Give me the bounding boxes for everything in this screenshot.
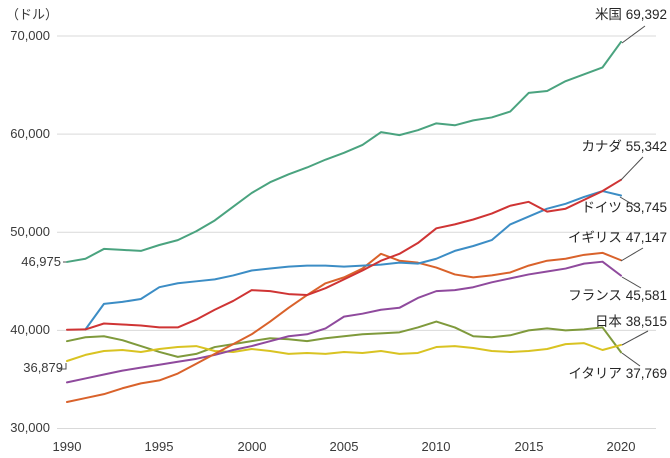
y-tick-60000: 60,000 <box>10 126 50 141</box>
label-leader-france <box>621 276 642 289</box>
x-tick-2010: 2010 <box>421 439 451 454</box>
y-axis-unit-label: （ドル） <box>6 7 59 22</box>
x-tick-1995: 1995 <box>144 439 174 454</box>
start-annotation-us: 46,975 <box>21 254 61 269</box>
series-name: ドイツ <box>581 200 622 215</box>
label-leader-uk <box>620 247 644 262</box>
series-end-value: 69,392 <box>625 7 667 22</box>
series-end-value: 37,769 <box>625 366 667 381</box>
series-end-value: 55,342 <box>625 139 667 154</box>
series-name: 米国 <box>594 7 622 22</box>
series-end-value: 38,515 <box>625 314 667 329</box>
line-canada <box>66 178 623 331</box>
line-germany <box>84 190 623 331</box>
label-leader-germany <box>619 196 638 208</box>
series-name: カナダ <box>581 139 622 154</box>
x-tick-2015: 2015 <box>514 439 544 454</box>
label-leader-japan <box>621 330 649 346</box>
label-leader-canada <box>620 156 644 181</box>
x-tick-2000: 2000 <box>237 439 267 454</box>
y-tick-50000: 50,000 <box>10 224 50 239</box>
series-name: 日本 <box>594 314 622 329</box>
line-us <box>66 40 623 263</box>
label-leader-us <box>621 25 646 44</box>
series-name: イタリア <box>568 366 622 381</box>
series-label-germany: ドイツ 53,745 <box>581 199 667 216</box>
x-tick-1990: 1990 <box>52 439 82 454</box>
x-tick-2005: 2005 <box>329 439 359 454</box>
y-tick-70000: 70,000 <box>10 28 50 43</box>
y-tick-40000: 40,000 <box>10 322 50 337</box>
y-tick-30000: 30,000 <box>10 420 50 435</box>
series-end-value: 47,147 <box>625 230 667 245</box>
line-uk <box>66 251 623 404</box>
start-annotation-japan: 36,879 <box>23 360 63 375</box>
line-japan <box>66 342 623 362</box>
series-label-italy: イタリア 37,769 <box>568 365 667 382</box>
x-tick-2020: 2020 <box>606 439 636 454</box>
series-label-france: フランス 45,581 <box>568 287 667 304</box>
series-end-value: 45,581 <box>625 288 667 303</box>
series-label-japan: 日本 38,515 <box>595 313 667 330</box>
label-leader-italy <box>621 352 641 367</box>
series-name: フランス <box>568 288 622 303</box>
series-label-uk: イギリス 47,147 <box>568 229 667 246</box>
series-label-us: 米国 69,392 <box>595 6 667 23</box>
series-label-canada: カナダ 55,342 <box>581 138 667 155</box>
series-name: イギリス <box>567 230 622 245</box>
line-france <box>66 260 623 384</box>
start-annotation-leader-1 <box>59 363 67 370</box>
series-end-value: 53,745 <box>625 200 667 215</box>
line-italy <box>66 320 623 358</box>
